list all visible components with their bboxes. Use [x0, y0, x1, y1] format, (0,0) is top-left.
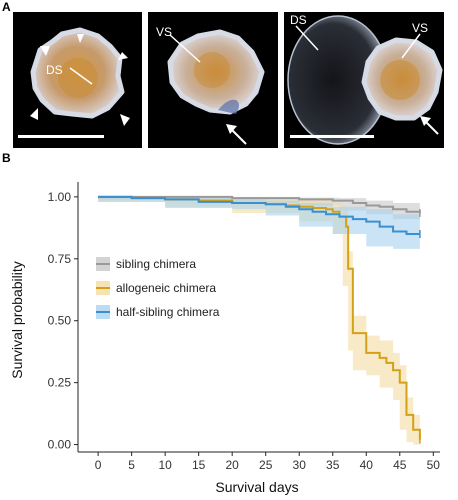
panel-b-label: B	[2, 151, 11, 165]
x-tick-label: 30	[293, 458, 307, 472]
x-tick-label: 50	[427, 458, 441, 472]
x-tick-label: 20	[226, 458, 240, 472]
x-axis-label: Survival days	[215, 479, 298, 495]
legend-item: sibling chimera	[96, 257, 196, 271]
axes: 0 5 10 15 20 25 30 35 40 45 50 0.00 0.25 0.50 0.75 1.00	[48, 182, 441, 472]
x-tick-label: 10	[158, 458, 172, 472]
micrograph-2: VS	[148, 12, 278, 148]
curve-0	[98, 195, 421, 213]
legend-label: sibling chimera	[116, 257, 196, 271]
arrowhead-icon	[120, 114, 130, 126]
curve-2	[98, 195, 420, 236]
confidence-bands	[98, 196, 420, 445]
vs-label-2: VS	[412, 21, 428, 35]
ds-label: DS	[46, 63, 63, 77]
band-1	[98, 196, 420, 445]
legend-item: half-sibling chimera	[96, 305, 220, 319]
x-tick-label: 0	[95, 458, 102, 472]
arrowhead-icon	[77, 34, 84, 43]
y-tick-label: 0.50	[48, 314, 72, 328]
vs-label: VS	[156, 25, 172, 39]
y-tick-label: 0.00	[48, 438, 72, 452]
x-tick-label: 25	[259, 458, 273, 472]
micrograph-3: DS VS	[284, 12, 444, 148]
y-tick-label: 1.00	[48, 190, 72, 204]
legend-label: half-sibling chimera	[116, 305, 220, 319]
scale-bar	[290, 135, 374, 138]
arrowhead-icon	[118, 52, 128, 60]
panel-a-label: A	[2, 0, 11, 14]
x-tick-label: 40	[360, 458, 374, 472]
x-tick-label: 15	[192, 458, 206, 472]
scale-bar	[18, 135, 104, 138]
arrowhead-icon	[30, 108, 38, 120]
ds-label-2: DS	[290, 13, 307, 27]
legend-item: allogeneic chimera	[96, 281, 216, 295]
y-tick-label: 0.75	[48, 252, 72, 266]
y-tick-label: 0.25	[48, 376, 72, 390]
band-0	[98, 196, 420, 220]
legend: sibling chimera allogeneic chimera half-si…	[96, 257, 220, 319]
micrograph-1: DS	[13, 12, 142, 148]
arrowhead-icon	[40, 46, 50, 56]
y-axis-label: Survival probability	[9, 261, 25, 379]
x-tick-label: 45	[393, 458, 407, 472]
legend-label: allogeneic chimera	[116, 281, 216, 295]
survival-chart: 0 5 10 15 20 25 30 35 40 45 50 0.00 0.25 0.50 0.75 1.00…	[9, 182, 441, 495]
x-tick-label: 5	[128, 458, 135, 472]
x-tick-label: 35	[326, 458, 340, 472]
micrograph-panel: DS VS DS VS	[13, 12, 444, 148]
survival-curves	[98, 195, 421, 444]
band-2	[98, 196, 420, 249]
